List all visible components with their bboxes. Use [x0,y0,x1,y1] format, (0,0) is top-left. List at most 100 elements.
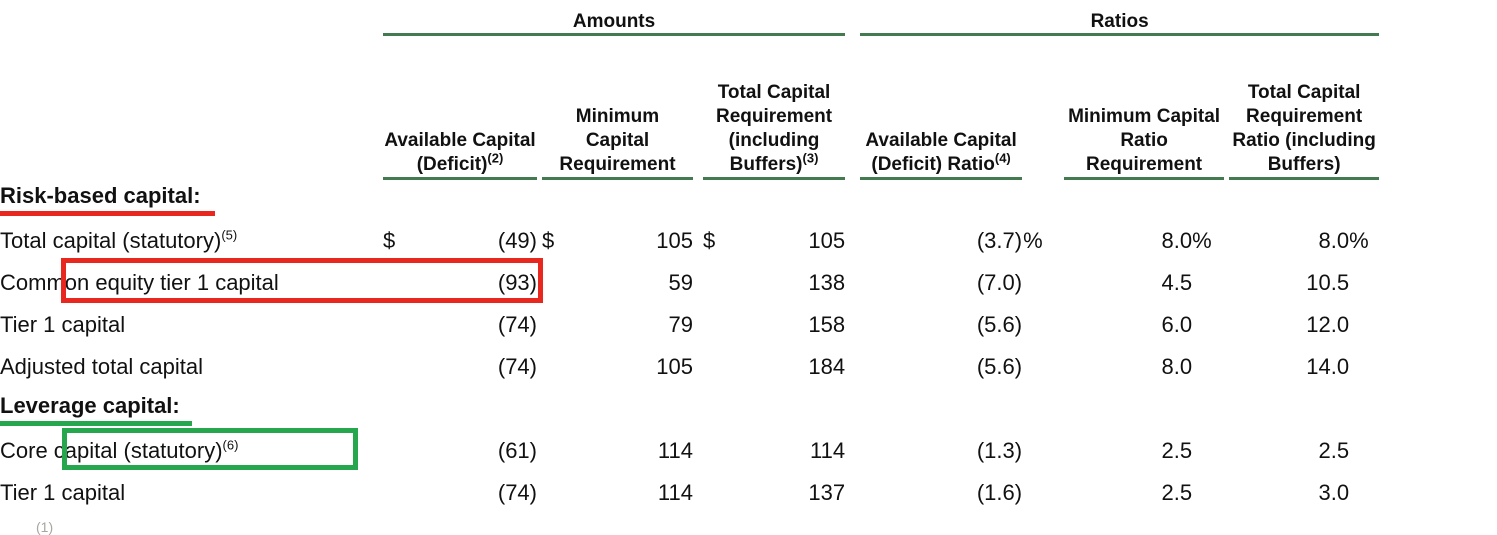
group-header-ratios-label: Ratios [1090,10,1149,32]
section-cell: Leverage capital: [0,388,1379,430]
ratio-total-capital-requirement: 10.5 [1306,270,1350,295]
currency-symbol [383,472,413,514]
spacer [693,346,703,388]
currency-symbol [542,472,572,514]
percent-sign [1349,346,1379,388]
amount-total-capital-requirement: 105 [808,228,846,253]
group-header-ratios: Ratios [860,0,1380,36]
spacer [1050,304,1064,346]
footnote-ref-2: (2) [487,150,504,166]
ratio-available-capital: (7.0) [976,270,1023,295]
percent-sign [1022,430,1050,472]
currency-symbol [383,430,413,472]
spacer [845,262,860,304]
percent-sign [1349,430,1379,472]
currency-symbol [542,430,572,472]
amount-available-capital: (93) [497,270,537,295]
footnote-marker-1: (1) [36,519,54,535]
column-header-minimum-capital-ratio-requirement: Minimum Capital Ratio Requirement [1064,34,1225,180]
row-label-text: Core capital (statutory) [0,438,223,463]
spacer [845,304,860,346]
currency-symbol [383,304,413,346]
row-label-text: Total capital (statutory) [0,228,222,253]
percent-sign [1022,262,1050,304]
amount-total-capital-requirement: 184 [808,354,846,379]
row-label: Common equity tier 1 capital [0,262,383,304]
percent-sign [1349,472,1379,514]
percent-sign [1349,304,1379,346]
column-header-row: Available Capital (Deficit)(2) Minimum C… [0,34,1380,180]
row-adjusted-total-capital: Adjusted total capital (74) 105 184 (5.6… [0,346,1379,388]
currency-symbol [383,346,413,388]
footnote-ref-3: (3) [802,150,819,166]
section-label-leverage-capital: Leverage capital: [0,393,192,426]
percent-sign [1022,304,1050,346]
row-total-capital-statutory: Total capital (statutory)(5) $ (49) $ 10… [0,220,1379,262]
amount-total-capital-requirement: 138 [808,270,846,295]
column-header-label: Minimum Capital Ratio Requirement [1068,105,1221,175]
amount-minimum-capital-requirement: 114 [657,438,693,463]
amount-available-capital: (74) [497,312,537,337]
column-header-available-capital-deficit-ratio: Available Capital (Deficit) Ratio(4) [860,34,1023,180]
section-label-risk-based-capital: Risk-based capital: [0,183,215,217]
spacer [1050,34,1064,178]
amount-total-capital-requirement: 114 [810,438,846,463]
percent-sign: % [1023,228,1043,253]
percent-sign [1192,304,1224,346]
currency-symbol: $ [703,228,716,253]
ratio-available-capital: (1.3) [976,438,1023,463]
percent-sign [1349,262,1379,304]
spacer [1050,346,1064,388]
row-label: Tier 1 capital [0,472,383,514]
column-header-label: Total Capital Requirement (including Buf… [715,81,833,175]
amount-minimum-capital-requirement: 105 [656,354,693,379]
ratio-total-capital-requirement: 12.0 [1306,312,1350,337]
row-tier-1-capital-risk-based: Tier 1 capital (74) 79 158 (5.6) 6.0 12.… [0,304,1379,346]
row-label-text: Common equity tier 1 capital [0,270,279,295]
currency-symbol: $ [542,228,555,253]
footnote-ref-4: (4) [994,150,1011,166]
currency-symbol [703,262,733,304]
ratio-available-capital: (5.6) [976,354,1023,379]
footnote-ref-6: (6) [222,437,239,453]
capital-requirements-table: Amounts Ratios Available Capital (Defici… [0,0,1380,514]
column-header-label: Minimum Capital Requirement [559,105,676,175]
spacer [0,34,383,178]
group-header-row: Amounts Ratios [0,0,1380,36]
amount-minimum-capital-requirement: 79 [668,312,693,337]
currency-symbol [542,304,572,346]
spacer [1050,220,1064,262]
amount-available-capital: (49) [497,228,537,253]
currency-symbol [703,304,733,346]
ratio-minimum-capital-requirement: 6.0 [1161,312,1193,337]
spacer [1050,430,1064,472]
ratio-total-capital-requirement: 14.0 [1306,354,1350,379]
currency-symbol [542,262,572,304]
column-header-label: Total Capital Requirement Ratio (includi… [1232,81,1376,175]
percent-sign [1022,472,1050,514]
column-header-minimum-capital-requirement: Minimum Capital Requirement [542,34,693,180]
currency-symbol [703,430,733,472]
row-common-equity-tier-1-capital: Common equity tier 1 capital (93) 59 138… [0,262,1379,304]
column-header-label: Available Capital (Deficit) [384,129,536,175]
amount-available-capital: (74) [497,480,537,505]
row-label-text: Tier 1 capital [0,480,126,505]
group-header-amounts: Amounts [383,0,846,36]
spacer [0,0,383,34]
currency-symbol [383,262,413,304]
percent-sign [1192,472,1224,514]
spacer [693,34,703,178]
row-core-capital-statutory: Core capital (statutory)(6) (61) 114 114… [0,430,1379,472]
percent-sign [1022,346,1050,388]
amount-minimum-capital-requirement: 59 [668,270,693,295]
spacer [845,0,860,34]
row-label: Core capital (statutory)(6) [0,430,383,472]
currency-symbol: $ [383,228,396,253]
ratio-total-capital-requirement: 8.0 [1318,228,1350,253]
row-label: Adjusted total capital [0,346,383,388]
row-label: Total capital (statutory)(5) [0,220,383,262]
spacer [1050,262,1064,304]
spacer [845,472,860,514]
amount-total-capital-requirement: 137 [808,480,846,505]
ratio-minimum-capital-requirement: 2.5 [1161,480,1193,505]
